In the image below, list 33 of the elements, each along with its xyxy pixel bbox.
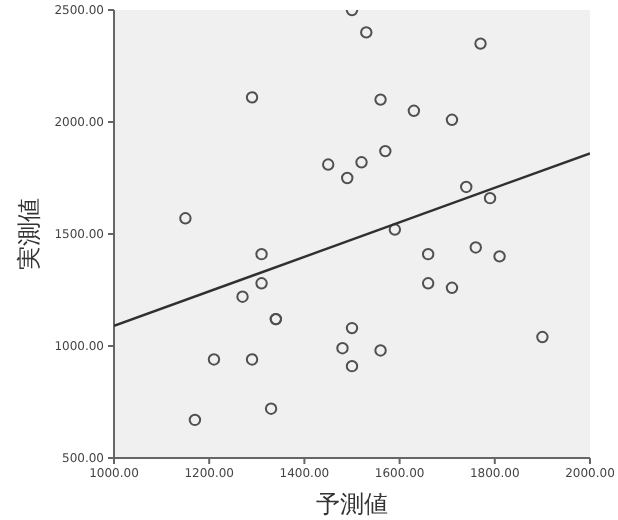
point — [469, 241, 482, 254]
point — [445, 281, 459, 294]
point — [474, 37, 487, 50]
point — [374, 344, 387, 357]
point — [207, 353, 221, 366]
point — [421, 247, 435, 261]
point — [407, 104, 421, 117]
point — [483, 191, 497, 205]
point — [379, 144, 392, 158]
point — [388, 223, 402, 236]
point — [536, 330, 549, 344]
point — [264, 402, 278, 415]
y-axis-title: 実測値 — [14, 198, 43, 270]
point — [421, 277, 435, 290]
point — [245, 91, 259, 104]
point — [188, 413, 202, 427]
point — [179, 212, 192, 225]
point — [445, 113, 459, 126]
point — [322, 158, 335, 171]
point — [493, 250, 506, 263]
point — [345, 321, 359, 335]
point — [374, 93, 387, 106]
point — [355, 156, 368, 169]
point — [345, 359, 359, 373]
point — [360, 26, 373, 39]
point — [255, 277, 268, 290]
point — [336, 342, 349, 355]
point — [245, 353, 259, 366]
point — [460, 180, 473, 194]
x-axis-title: 予測値 — [316, 490, 388, 518]
point — [255, 247, 268, 261]
point — [236, 290, 249, 303]
point — [341, 171, 354, 185]
